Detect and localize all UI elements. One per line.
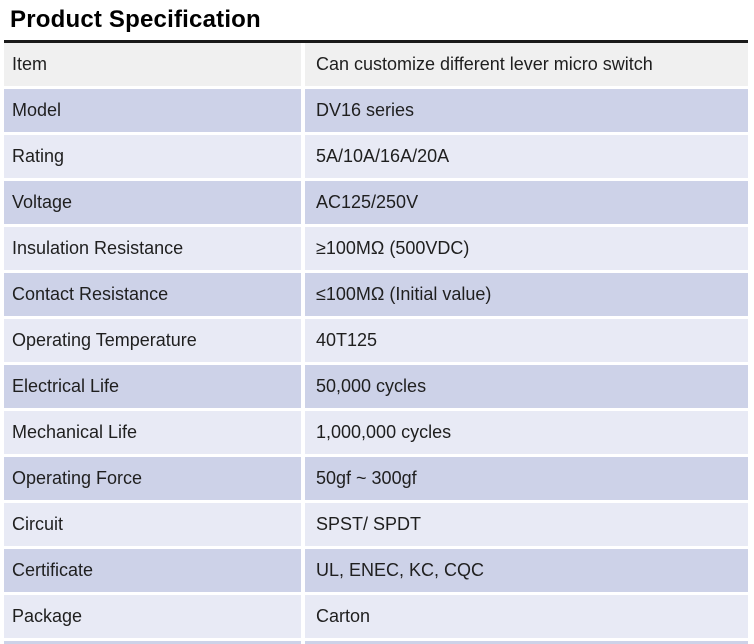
partial-next-row [4,640,748,644]
spec-label-cell: Rating [4,134,301,178]
spec-value-cell: 50,000 cycles [305,364,748,408]
spec-value-cell: UL, ENEC, KC, CQC [305,548,748,592]
table-row: Operating Temperature 40T125 [4,318,748,362]
spec-value-cell: 40T125 [305,318,748,362]
spec-label-cell: Operating Force [4,456,301,500]
spec-label-cell: Contact Resistance [4,272,301,316]
table-row: Model DV16 series [4,88,748,132]
spec-value-cell: DV16 series [305,88,748,132]
spec-label-cell: Certificate [4,548,301,592]
spec-value-cell: 1,000,000 cycles [305,410,748,454]
spec-label-cell: Item [4,42,301,86]
table-row: Operating Force 50gf ~ 300gf [4,456,748,500]
spec-value-cell: AC125/250V [305,180,748,224]
table-row: Package Carton [4,594,748,638]
table-row: Contact Resistance ≤100MΩ (Initial value… [4,272,748,316]
spec-label-cell: Circuit [4,502,301,546]
spec-value-cell: SPST/ SPDT [305,502,748,546]
table-row: Item Can customize different lever micro… [4,42,748,86]
spec-label-cell: Voltage [4,180,301,224]
spec-value-cell: 5A/10A/16A/20A [305,134,748,178]
spec-label-cell: Insulation Resistance [4,226,301,270]
table-row: Certificate UL, ENEC, KC, CQC [4,548,748,592]
spec-value-cell: 50gf ~ 300gf [305,456,748,500]
spec-value-cell: ≥100MΩ (500VDC) [305,226,748,270]
spec-table: Item Can customize different lever micro… [4,39,748,644]
table-row: Insulation Resistance ≥100MΩ (500VDC) [4,226,748,270]
partial-row-label-cell [4,640,301,644]
spec-label-cell: Electrical Life [4,364,301,408]
table-row: Circuit SPST/ SPDT [4,502,748,546]
spec-label-cell: Mechanical Life [4,410,301,454]
spec-label-cell: Package [4,594,301,638]
spec-label-cell: Operating Temperature [4,318,301,362]
table-row: Voltage AC125/250V [4,180,748,224]
page-title: Product Specification [10,6,261,33]
spec-label-cell: Model [4,88,301,132]
spec-value-cell: Can customize different lever micro swit… [305,42,748,86]
table-row: Rating 5A/10A/16A/20A [4,134,748,178]
partial-row-value-cell [305,640,748,644]
spec-value-cell: ≤100MΩ (Initial value) [305,272,748,316]
spec-value-cell: Carton [305,594,748,638]
table-row: Electrical Life 50,000 cycles [4,364,748,408]
table-row: Mechanical Life 1,000,000 cycles [4,410,748,454]
spec-rows: Item Can customize different lever micro… [4,42,748,638]
